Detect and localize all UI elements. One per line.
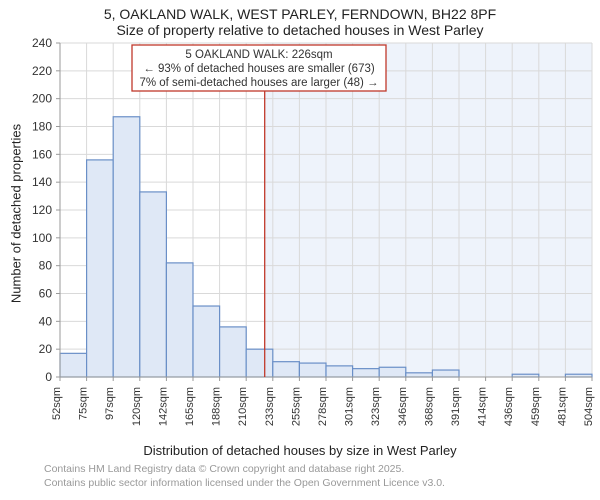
svg-text:240: 240 bbox=[32, 36, 52, 50]
svg-text:120: 120 bbox=[32, 203, 52, 217]
svg-text:391sqm: 391sqm bbox=[450, 387, 462, 426]
svg-text:40: 40 bbox=[39, 314, 53, 328]
svg-text:323sqm: 323sqm bbox=[370, 387, 382, 426]
svg-text:278sqm: 278sqm bbox=[317, 387, 329, 426]
svg-text:75sqm: 75sqm bbox=[78, 387, 90, 420]
svg-text:0: 0 bbox=[45, 370, 52, 384]
svg-text:20: 20 bbox=[39, 342, 53, 356]
svg-text:5 OAKLAND WALK: 226sqm: 5 OAKLAND WALK: 226sqm bbox=[185, 49, 332, 61]
svg-text:97sqm: 97sqm bbox=[104, 387, 116, 420]
svg-text:210sqm: 210sqm bbox=[237, 387, 249, 426]
svg-text:60: 60 bbox=[39, 287, 53, 301]
svg-text:80: 80 bbox=[39, 259, 53, 273]
svg-text:414sqm: 414sqm bbox=[477, 387, 489, 426]
svg-text:142sqm: 142sqm bbox=[157, 387, 169, 426]
svg-text:346sqm: 346sqm bbox=[397, 387, 409, 426]
svg-text:459sqm: 459sqm bbox=[530, 387, 542, 426]
svg-text:100: 100 bbox=[32, 231, 52, 245]
svg-text:220: 220 bbox=[32, 64, 52, 78]
svg-text:140: 140 bbox=[32, 175, 52, 189]
svg-text:188sqm: 188sqm bbox=[211, 387, 223, 426]
svg-text:165sqm: 165sqm bbox=[184, 387, 196, 426]
svg-text:481sqm: 481sqm bbox=[556, 387, 568, 426]
svg-text:255sqm: 255sqm bbox=[290, 387, 302, 426]
svg-text:436sqm: 436sqm bbox=[503, 387, 515, 426]
svg-text:200: 200 bbox=[32, 92, 52, 106]
svg-text:← 93% of detached houses are s: ← 93% of detached houses are smaller (67… bbox=[143, 63, 375, 75]
svg-text:180: 180 bbox=[32, 120, 52, 134]
svg-text:504sqm: 504sqm bbox=[583, 387, 595, 426]
svg-text:52sqm: 52sqm bbox=[51, 387, 63, 420]
svg-text:233sqm: 233sqm bbox=[264, 387, 276, 426]
svg-text:7% of semi-detached houses are: 7% of semi-detached houses are larger (4… bbox=[139, 77, 378, 89]
svg-text:160: 160 bbox=[32, 147, 52, 161]
svg-text:301sqm: 301sqm bbox=[344, 387, 356, 426]
svg-text:120sqm: 120sqm bbox=[131, 387, 143, 426]
svg-text:368sqm: 368sqm bbox=[423, 387, 435, 426]
